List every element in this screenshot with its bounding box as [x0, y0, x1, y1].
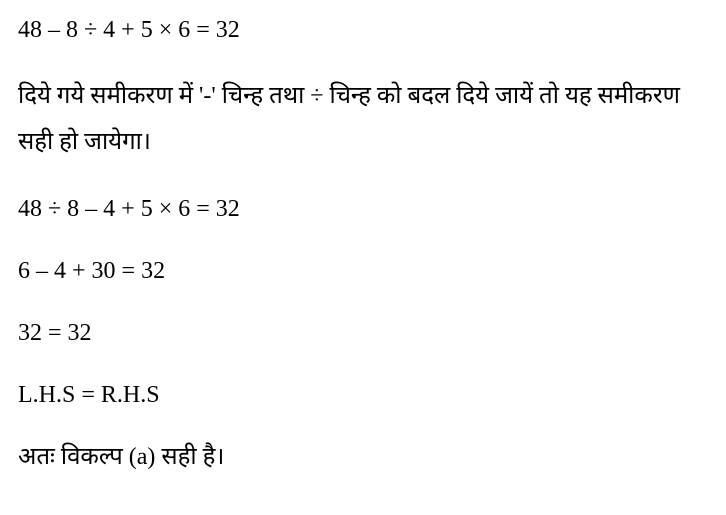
equation-original: 48 – 8 ÷ 4 + 5 × 6 = 32 — [18, 12, 708, 48]
equation-result: 32 = 32 — [18, 315, 708, 351]
explanation-text: दिये गये समीकरण में '-' चिन्ह तथा ÷ चिन्… — [18, 74, 708, 165]
lhs-rhs-statement: L.H.S = R.H.S — [18, 377, 708, 413]
equation-swapped: 48 ÷ 8 – 4 + 5 × 6 = 32 — [18, 191, 708, 227]
conclusion-text: अतः विकल्प (a) सही है। — [18, 439, 708, 475]
equation-simplified: 6 – 4 + 30 = 32 — [18, 253, 708, 289]
